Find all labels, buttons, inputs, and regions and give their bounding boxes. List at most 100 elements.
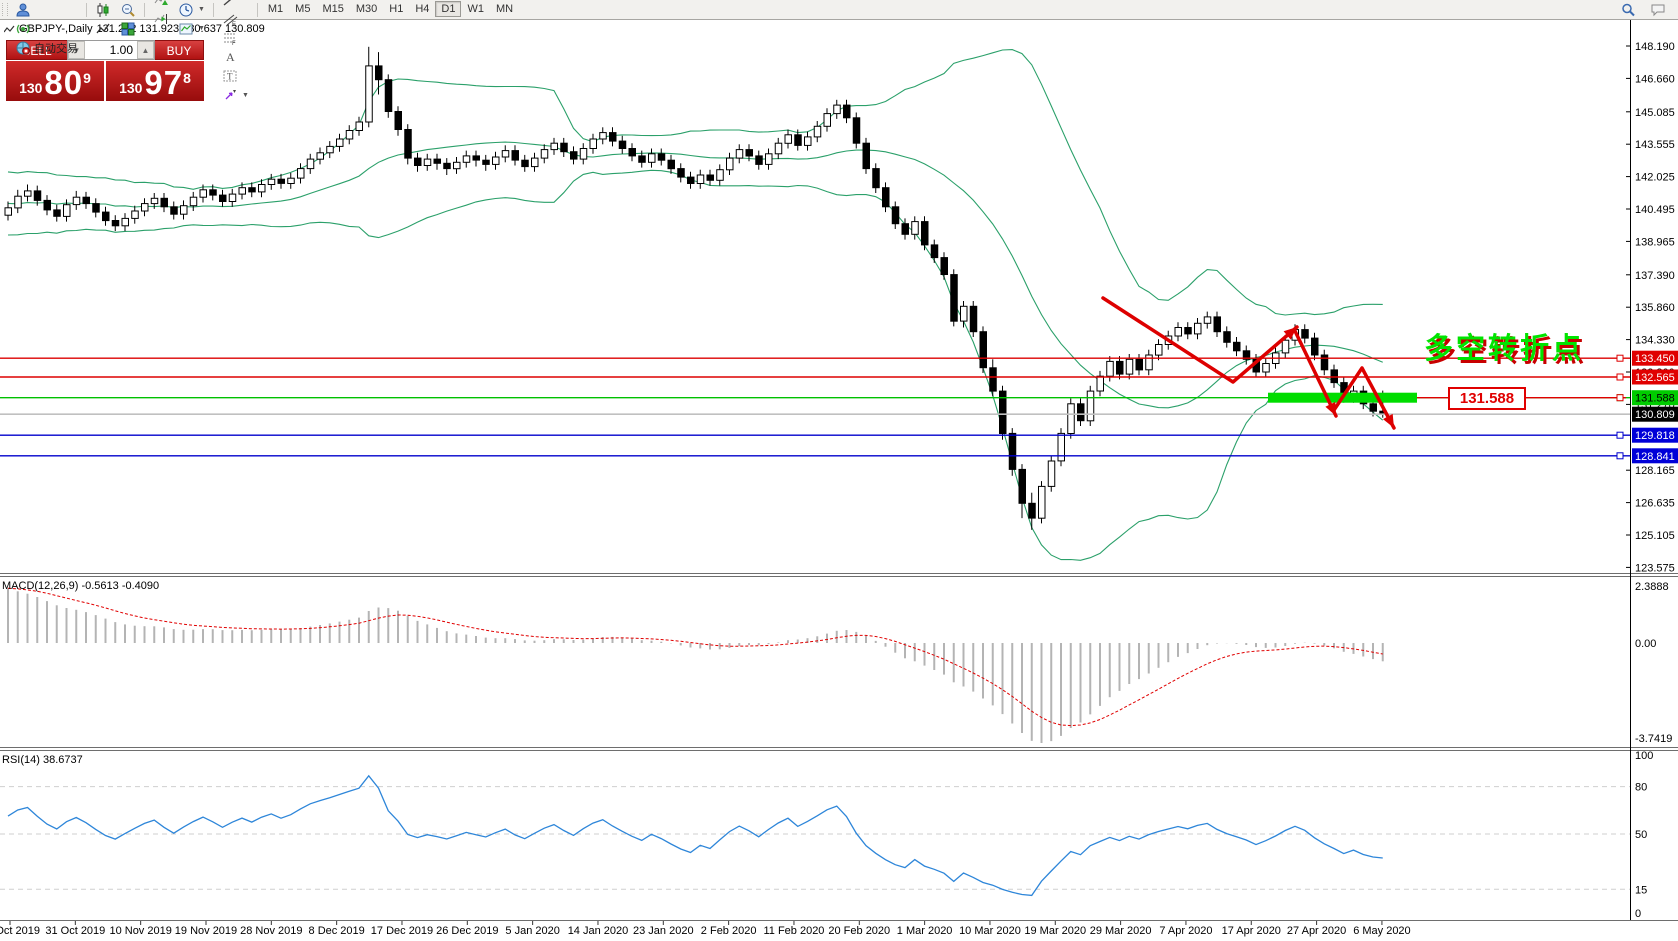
date-tick-label: 5 Jan 2020 — [505, 925, 559, 937]
volume-decrease-button[interactable]: ▼ — [68, 41, 85, 59]
timeframe-d1-button[interactable]: D1 — [435, 1, 462, 17]
bear-candle — [745, 149, 753, 157]
bull-candle — [774, 142, 783, 155]
zigzag-arrows[interactable] — [1101, 296, 1396, 430]
auto-scroll-button[interactable] — [149, 0, 173, 10]
bear-candle — [414, 157, 422, 167]
chart-shift-icon — [154, 14, 167, 24]
candles-button[interactable] — [91, 0, 115, 19]
hline-endpoint-marker[interactable] — [1616, 373, 1624, 381]
panel-separator[interactable] — [0, 571, 1678, 577]
bollinger-lower — [7, 169, 1384, 561]
turning-point-annotation[interactable]: 多空转折点 — [1424, 331, 1585, 365]
equidistant-channel-button[interactable]: E — [218, 10, 253, 29]
market-watch-button[interactable] — [11, 19, 82, 38]
bear-candle — [999, 390, 1007, 435]
date-tick-label: 26 Dec 2019 — [436, 925, 498, 937]
candles-layer[interactable] — [4, 46, 1387, 530]
buy-button[interactable]: BUY — [155, 40, 204, 60]
timeframe-h1-button[interactable]: H1 — [389, 3, 404, 15]
tile-windows-button[interactable] — [116, 19, 140, 38]
volume-increase-button[interactable]: ▲ — [137, 41, 154, 59]
timeframe-m15-button[interactable]: M15 — [322, 3, 344, 15]
timeframe-m30-button[interactable]: M30 — [355, 3, 378, 15]
bull-candle — [121, 217, 129, 227]
rsi-axis-label: 80 — [1635, 782, 1647, 794]
templates-button[interactable]: ▼ — [174, 19, 209, 38]
bear-candle — [852, 117, 861, 144]
bear-candle — [901, 223, 909, 235]
timeframe-w1-button[interactable]: W1 — [467, 3, 484, 15]
bull-candle — [316, 152, 324, 160]
bear-candle — [1369, 403, 1377, 412]
panel-separator[interactable] — [0, 745, 1678, 751]
toolbar-grip[interactable] — [2, 3, 8, 16]
arrows-button[interactable]: ▼ — [218, 86, 253, 105]
toolbar-separator — [144, 2, 145, 17]
bear-candle — [82, 196, 90, 205]
rsi-line — [7, 774, 1383, 897]
bear-candle — [219, 194, 227, 203]
bear-candle — [170, 206, 178, 215]
date-tick-label: 29 Mar 2020 — [1090, 925, 1152, 937]
candles-icon — [97, 2, 109, 17]
bull-candle — [150, 197, 159, 205]
periods-icon — [179, 3, 193, 16]
svg-text:A: A — [226, 50, 235, 64]
price-badge-label: 132.565 — [1635, 372, 1675, 384]
sell-price-big: 80 — [44, 64, 84, 101]
hline-endpoint-marker[interactable] — [1616, 431, 1624, 439]
chart-shift-button[interactable] — [149, 10, 173, 29]
macd-axis-label: 2.3888 — [1635, 581, 1669, 593]
buy-price-tile[interactable]: 130 97 8 — [106, 61, 204, 101]
level-price-label[interactable]: 131.588 — [1448, 387, 1526, 410]
bull-candle — [72, 196, 81, 206]
bull-candle — [1203, 316, 1212, 324]
zoom-out-button[interactable] — [116, 0, 140, 19]
volume-input[interactable] — [85, 41, 137, 59]
autotrade-button[interactable]: 自动交易 — [11, 38, 82, 57]
bull-candle — [228, 193, 237, 203]
fibonacci-button[interactable]: F — [218, 29, 253, 48]
date-tick-label: 2 Feb 2020 — [701, 925, 757, 937]
bull-candle — [492, 156, 500, 165]
horizontal-lines[interactable] — [0, 354, 1630, 460]
timeframe-m5-button[interactable]: M5 — [295, 3, 311, 15]
line-chart-button[interactable] — [91, 19, 115, 38]
trendline-button[interactable] — [218, 0, 253, 10]
bull-candle — [784, 134, 792, 144]
bear-candle — [843, 104, 851, 119]
timeframe-h4-button[interactable]: H4 — [415, 3, 430, 15]
price-tick-label: 146.660 — [1635, 73, 1675, 85]
text-label-button[interactable]: T — [218, 67, 253, 86]
bear-candle — [930, 244, 939, 259]
timeframe-m1-button[interactable]: M1 — [267, 3, 284, 15]
bull-candle — [531, 157, 539, 168]
date-tick-label: 11 Feb 2020 — [763, 925, 824, 937]
text-button[interactable]: A — [218, 48, 253, 67]
bear-candle — [1330, 369, 1338, 384]
hline-endpoint-marker[interactable] — [1616, 452, 1624, 460]
sell-price-tile[interactable]: 130 80 9 — [6, 61, 104, 101]
bull-candle — [735, 149, 744, 159]
profiles-button[interactable] — [11, 0, 82, 19]
bear-candle — [628, 148, 636, 157]
chat-button[interactable] — [1646, 0, 1670, 19]
bull-candle — [462, 155, 471, 163]
bull-candle — [648, 153, 656, 163]
hline-endpoint-marker[interactable] — [1616, 354, 1624, 362]
arrows-icon — [225, 90, 236, 100]
price-badge — [1632, 390, 1678, 406]
search-button[interactable] — [1616, 0, 1640, 19]
bull-candle — [238, 187, 246, 195]
timeframe-mn-button[interactable]: MN — [495, 3, 514, 15]
toolbar-charttype-group — [91, 0, 115, 38]
bear-candle — [433, 158, 441, 164]
periods-button[interactable]: ▼ — [174, 0, 209, 19]
arrowhead — [1383, 413, 1394, 428]
bull-candle — [1174, 327, 1182, 337]
toolbar-scroll-group — [149, 0, 173, 29]
bear-candle — [404, 129, 412, 159]
